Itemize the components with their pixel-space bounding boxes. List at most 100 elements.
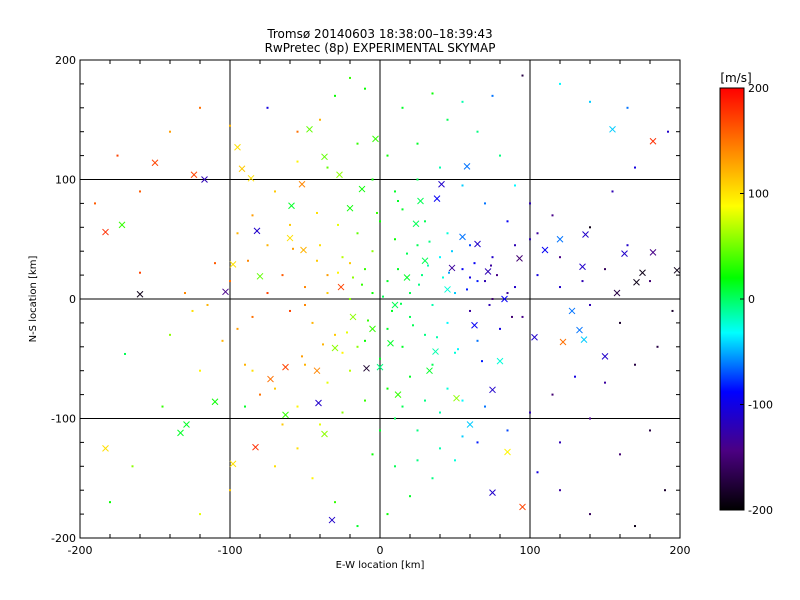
data-point-x [282, 411, 289, 419]
data-point-dot [448, 271, 450, 274]
data-point-dot [469, 309, 471, 312]
data-point-x [438, 180, 445, 188]
data-point-dot [364, 399, 366, 402]
data-point-dot [352, 276, 354, 279]
data-point-dot [394, 417, 396, 420]
data-point-dot [427, 264, 429, 267]
data-point-dot [281, 274, 284, 277]
data-point-dot [400, 302, 402, 305]
data-point-dot [349, 369, 351, 372]
data-point-dot [266, 292, 269, 295]
data-point-x [463, 163, 471, 170]
data-point-dot [416, 244, 419, 247]
data-point-dot [431, 477, 434, 480]
data-point-dot [409, 375, 411, 378]
data-point-dot [484, 280, 486, 283]
data-point-dot [319, 423, 321, 426]
data-point-x [300, 246, 307, 254]
data-point-dot [229, 280, 231, 283]
data-point-dot [199, 369, 201, 372]
data-point-dot [634, 525, 636, 528]
data-point-dot [626, 106, 629, 109]
data-point-x [306, 125, 313, 133]
data-point-dot [514, 184, 516, 187]
data-point-dot [341, 351, 344, 354]
data-point-dot [529, 411, 531, 414]
data-point-dot [289, 309, 291, 312]
data-point-x [328, 516, 336, 524]
data-point-x [633, 278, 640, 286]
data-point-dot [229, 489, 231, 492]
data-point-x [253, 227, 261, 235]
data-point-dot [199, 106, 201, 109]
data-point-dot [326, 292, 329, 295]
data-point-dot [191, 309, 194, 312]
y-tick-label: 0 [69, 293, 76, 306]
data-point-dot [442, 276, 444, 279]
data-point-dot [184, 292, 186, 295]
data-point-x [358, 185, 366, 193]
data-point-x [576, 326, 583, 334]
data-point-x [448, 264, 456, 272]
data-point-dot [589, 100, 591, 103]
data-point-dot [461, 100, 464, 103]
data-point-dot [319, 244, 321, 247]
data-point-x [177, 429, 184, 437]
data-point-x [426, 367, 433, 375]
data-point-x [282, 363, 289, 371]
data-point-x [580, 336, 588, 343]
data-point-dot [109, 501, 111, 504]
data-point-dot [484, 405, 486, 408]
data-point-dot [361, 283, 363, 286]
data-point-dot [322, 343, 324, 346]
data-point-x [313, 367, 321, 375]
data-point-x [288, 202, 295, 210]
data-point-dot [476, 280, 479, 283]
data-point-dot [589, 417, 591, 420]
data-point-dot [439, 411, 441, 414]
data-point-dot [274, 465, 276, 468]
data-point-dot [221, 339, 224, 342]
data-point-dot [326, 381, 329, 384]
data-point-dot [229, 124, 231, 127]
data-point-dot [131, 465, 134, 468]
data-point-x [556, 235, 564, 243]
data-point-dot [439, 166, 441, 169]
data-point-dot [296, 405, 299, 408]
data-point-dot [476, 339, 479, 342]
data-point-dot [274, 190, 276, 193]
data-point-dot [319, 118, 321, 121]
x-tick-label: 200 [670, 544, 691, 557]
data-point-dot [394, 465, 396, 468]
data-point-dot [409, 292, 411, 295]
data-point-dot [266, 244, 269, 247]
data-point-dot [296, 160, 299, 163]
colorbar-tick-label: -100 [748, 399, 773, 412]
data-point-dot [431, 363, 434, 366]
data-point-x [417, 197, 424, 205]
data-point-x [102, 445, 109, 452]
data-point-dot [386, 387, 389, 390]
data-point-x [459, 233, 466, 241]
data-point-x [286, 234, 294, 242]
data-point-dot [634, 166, 636, 169]
data-point-x [337, 283, 345, 291]
data-point-dot [386, 280, 389, 283]
data-point-x [229, 260, 237, 268]
data-point-dot [521, 74, 524, 77]
data-point-x [376, 363, 384, 371]
data-point-dot [394, 238, 396, 241]
data-point-dot [431, 92, 434, 95]
data-point-dot [416, 429, 419, 432]
data-point-dot [436, 336, 438, 339]
data-point-x [649, 249, 657, 256]
data-point-x [331, 344, 339, 352]
data-point-dot [461, 184, 464, 187]
data-point-dot [536, 232, 539, 235]
data-point-dot [337, 271, 339, 274]
data-point-dot [421, 274, 423, 277]
data-point-x [501, 295, 508, 303]
data-point-dot [169, 333, 171, 336]
data-point-dot [476, 441, 479, 444]
data-point-dot [364, 339, 366, 342]
